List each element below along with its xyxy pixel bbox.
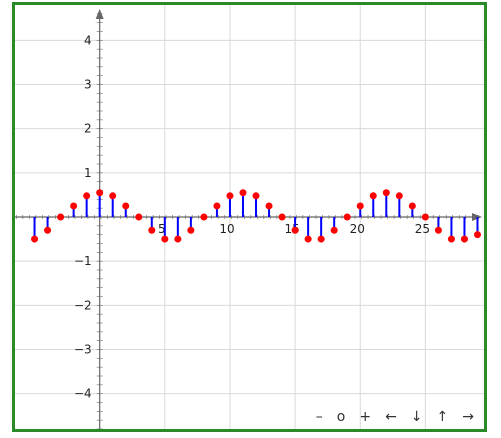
stem-point (382, 189, 390, 197)
stem-point (408, 202, 416, 210)
stem-point (31, 235, 39, 243)
stem-point (369, 192, 377, 200)
stem-point (447, 235, 455, 243)
y-tick-label: −1 (74, 254, 92, 268)
stem-point (330, 226, 338, 234)
stem-point (161, 235, 169, 243)
y-tick-label: −4 (74, 387, 92, 401)
pan-up-button[interactable]: ↑ (436, 409, 449, 425)
stem-point (44, 226, 52, 234)
stem-point (304, 235, 312, 243)
stem-point (356, 202, 364, 210)
stem-point (148, 226, 156, 234)
stem-point (70, 202, 78, 210)
x-tick-label: 10 (219, 222, 234, 236)
zoom-out-button[interactable]: – (315, 409, 323, 425)
pan-left-button[interactable]: ← (385, 409, 397, 425)
y-tick-label: 2 (84, 122, 92, 136)
y-axis-arrow (95, 9, 104, 19)
stem-point (421, 213, 429, 221)
navigation-bar: – o + ← ↓ ↑ → (316, 409, 474, 425)
stem-point (57, 213, 65, 221)
x-tick-label: 25 (415, 222, 430, 236)
stem-point (122, 202, 130, 210)
y-tick-label: 1 (84, 166, 92, 180)
stem-point (343, 213, 351, 221)
y-tick-label: 4 (84, 33, 92, 47)
y-tick-label: 3 (84, 78, 92, 92)
stem-point (317, 235, 325, 243)
pan-right-button[interactable]: → (462, 409, 474, 425)
stem-point (460, 235, 468, 243)
stem-point (96, 189, 104, 197)
stem-point (187, 226, 195, 234)
stem-point (239, 189, 247, 197)
stem-point (278, 213, 286, 221)
stem-point (83, 192, 91, 200)
stem-point (200, 213, 208, 221)
zoom-in-button[interactable]: + (359, 409, 372, 425)
stem-point (434, 226, 442, 234)
stem-point (252, 192, 260, 200)
stem-point (135, 213, 143, 221)
stem-point (174, 235, 182, 243)
y-tick-label: −2 (74, 298, 92, 312)
stem-point (395, 192, 403, 200)
stem-point (213, 202, 221, 210)
x-tick-label: 5 (158, 222, 166, 236)
stem-point (265, 202, 273, 210)
stem-point (291, 226, 299, 234)
x-tick-label: 20 (350, 222, 365, 236)
zoom-reset-button[interactable]: o (336, 409, 346, 425)
stem-point (473, 231, 481, 239)
pan-down-button[interactable]: ↓ (410, 409, 423, 425)
y-tick-label: −3 (74, 343, 92, 357)
stem-point (226, 192, 234, 200)
stem-point (109, 192, 117, 200)
